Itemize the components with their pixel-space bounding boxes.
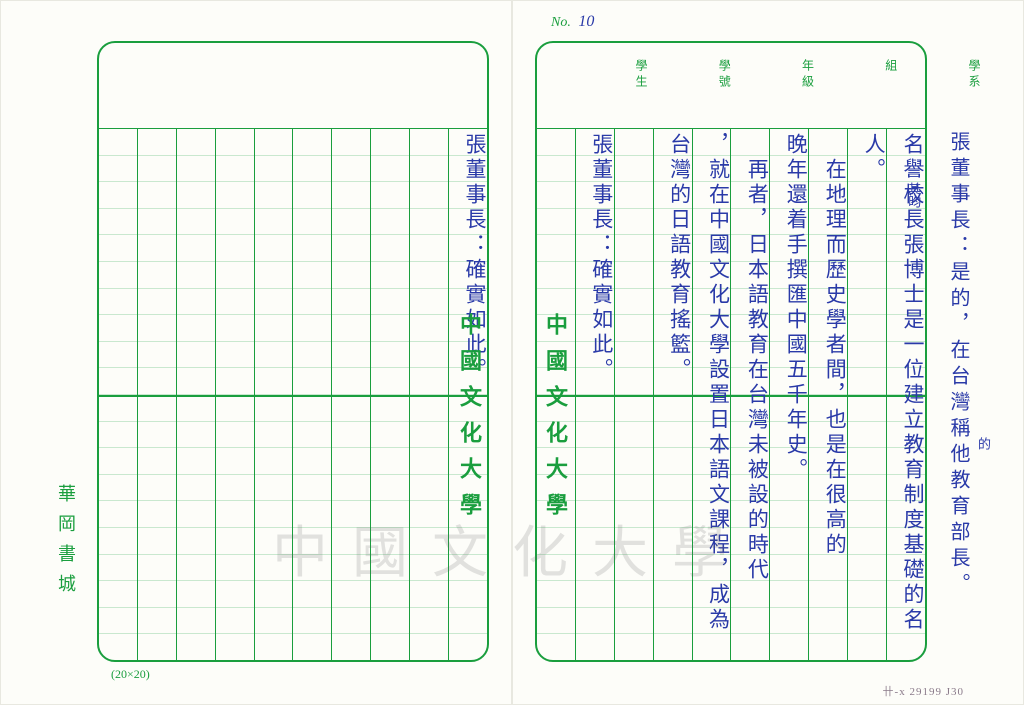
grid-col: 台灣的日語教育搖籃。 <box>653 129 692 660</box>
grid-col <box>292 129 331 660</box>
grid-area-left: 張董事長：確實如此。 <box>99 129 487 660</box>
grid-col: 張董事長：確實如此。 <box>575 129 614 660</box>
university-title-right: 中國文化大學 <box>539 313 571 529</box>
handwriting-column: ，就在中國文化大學設置日本語文課程，成為 <box>707 129 728 660</box>
grid-col <box>370 129 409 660</box>
grid-col: 名譽校長張博士是一位建立教育制度基礎的名 <box>886 129 925 660</box>
grid-col: 人。 <box>847 129 886 660</box>
grid-dimensions-label: (20×20) <box>111 667 150 682</box>
grid-col: 再者，日本語教育在台灣未被設的時代 <box>730 129 769 660</box>
manuscript-spread: 張董事長：確實如此。 中國文化大學 華岡書城 (20×20) No. 10 學系… <box>0 0 1024 705</box>
page-right: No. 10 學系組年級學號學生 張董事長：是的，在台灣稱他教育部長。 名譽校長… <box>512 0 1024 705</box>
grid-area-right: 名譽校長張博士是一位建立教育制度基礎的名人。 在地理而歷史學者間，也是在很高的晚… <box>537 129 925 660</box>
page-number-prefix: No. <box>551 15 571 30</box>
handwriting-column: 晚年還着手撰匯中國五千年史。 <box>785 129 806 660</box>
grid-col <box>254 129 293 660</box>
grid-frame-right: 名譽校長張博士是一位建立教育制度基礎的名人。 在地理而歷史學者間，也是在很高的晚… <box>535 41 927 662</box>
handwriting-column: 再者，日本語教育在台灣未被設的時代 <box>746 129 767 660</box>
header-band-left <box>99 43 487 129</box>
insertion-annotation: 的 <box>974 437 993 450</box>
insertion-annotation: 其昀 <box>904 182 923 208</box>
grid-col <box>137 129 176 660</box>
margin-handwriting: 張董事長：是的，在台灣稱他教育部長。 <box>944 131 973 599</box>
grid-cols: 名譽校長張博士是一位建立教育制度基礎的名人。 在地理而歷史學者間，也是在很高的晚… <box>537 129 925 660</box>
grid-col: 晚年還着手撰匯中國五千年史。 <box>769 129 808 660</box>
grid-col <box>614 129 653 660</box>
publisher-label: 華岡書城 <box>53 484 79 604</box>
handwriting-column: 在地理而歷史學者間，也是在很高的 <box>824 129 845 660</box>
grid-col <box>331 129 370 660</box>
handwriting-column: 台灣的日語教育搖籃。 <box>669 129 690 660</box>
grid-col <box>409 129 448 660</box>
grid-col: 在地理而歷史學者間，也是在很高的 <box>808 129 847 660</box>
grid-cols: 張董事長：確實如此。 <box>99 129 487 660</box>
header-band-right <box>537 43 925 129</box>
reference-code: 卄-x 29199 J30 <box>883 683 964 699</box>
header-label: 學系 <box>966 59 983 91</box>
handwriting-column: 張董事長：確實如此。 <box>591 129 612 660</box>
handwriting-column: 名譽校長張博士是一位建立教育制度基礎的名 <box>902 129 923 660</box>
grid-frame-left: 張董事長：確實如此。 中國文化大學 <box>97 41 489 662</box>
page-number: No. 10 <box>551 13 594 31</box>
university-title-left: 中國文化大學 <box>453 313 485 529</box>
grid-col <box>215 129 254 660</box>
grid-col <box>176 129 215 660</box>
page-left: 張董事長：確實如此。 中國文化大學 華岡書城 (20×20) <box>0 0 512 705</box>
handwriting-column: 人。 <box>863 129 884 660</box>
grid-col <box>99 129 137 660</box>
page-number-value: 10 <box>578 13 594 30</box>
grid-col: ，就在中國文化大學設置日本語文課程，成為 <box>692 129 731 660</box>
